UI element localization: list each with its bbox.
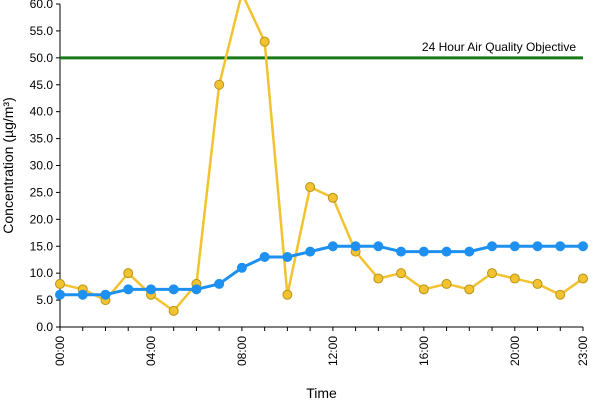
series-group — [55, 0, 588, 316]
data-point — [214, 79, 225, 90]
data-point — [509, 241, 520, 252]
data-point — [191, 284, 202, 295]
x-axis-title: Time — [306, 385, 337, 400]
data-point — [418, 246, 429, 257]
x-tick-label: 23:00 — [576, 336, 590, 366]
data-point — [214, 278, 225, 289]
y-tick-label: 5.0 — [36, 293, 53, 307]
data-point — [77, 289, 88, 300]
data-point — [236, 262, 247, 273]
data-point — [305, 246, 316, 257]
data-point — [578, 273, 588, 284]
data-point — [555, 241, 566, 252]
data-point — [259, 252, 270, 263]
data-point — [396, 268, 407, 279]
data-point — [441, 246, 452, 257]
y-tick-label: 45.0 — [30, 78, 54, 92]
data-point — [418, 284, 429, 295]
data-point — [373, 241, 384, 252]
data-point — [259, 36, 270, 47]
y-tick-label: 35.0 — [30, 132, 54, 146]
data-point — [373, 273, 384, 284]
data-point — [327, 241, 338, 252]
data-point — [168, 284, 179, 295]
y-tick-label: 10.0 — [30, 266, 54, 280]
x-tick-label: 04:00 — [144, 336, 158, 366]
x-ticks: 00:00 04:00 08:00 12:00 16:00 20:00 23:00 — [53, 327, 590, 366]
data-point — [168, 305, 179, 316]
y-tick-label: 40.0 — [30, 105, 54, 119]
data-point — [145, 284, 156, 295]
y-tick-label: 0.0 — [36, 320, 53, 334]
y-ticks: 0.0 5.0 10.0 15.0 20.0 25.0 30.0 35.0 40.0 45.0 50… — [30, 0, 60, 334]
y-tick-label: 30.0 — [30, 159, 54, 173]
data-point — [509, 273, 520, 284]
y-axis-title: Concentration (µg/m³) — [0, 97, 16, 233]
data-point — [282, 289, 293, 300]
data-point — [327, 192, 338, 203]
y-tick-label: 25.0 — [30, 185, 54, 199]
data-point — [100, 289, 111, 300]
data-point — [532, 278, 543, 289]
data-point — [555, 289, 566, 300]
y-tick-label: 55.0 — [30, 24, 54, 38]
data-point — [441, 278, 452, 289]
series-line — [60, 244, 583, 297]
reference-line-group: 24 Hour Air Quality Objective — [60, 40, 583, 60]
data-point — [464, 246, 475, 257]
x-tick-label: 12:00 — [326, 336, 340, 366]
data-point — [350, 241, 361, 252]
y-tick-label: 15.0 — [30, 239, 54, 253]
data-point — [123, 284, 134, 295]
x-tick-label: 00:00 — [53, 336, 67, 366]
data-point — [487, 241, 498, 252]
data-point — [532, 241, 543, 252]
reference-line-label: 24 Hour Air Quality Objective — [422, 40, 576, 54]
data-point — [578, 241, 588, 252]
data-point — [123, 268, 134, 279]
data-point — [396, 246, 407, 257]
data-point — [305, 182, 316, 193]
y-tick-label: 60.0 — [30, 0, 54, 11]
x-tick-label: 20:00 — [508, 336, 522, 366]
x-tick-label: 16:00 — [417, 336, 431, 366]
x-tick-label: 08:00 — [235, 336, 249, 366]
data-point — [282, 252, 293, 263]
data-point — [55, 278, 65, 289]
data-point — [464, 284, 475, 295]
data-point — [487, 268, 498, 279]
data-point — [55, 289, 65, 300]
y-tick-label: 50.0 — [30, 51, 54, 65]
y-tick-label: 20.0 — [30, 212, 54, 226]
